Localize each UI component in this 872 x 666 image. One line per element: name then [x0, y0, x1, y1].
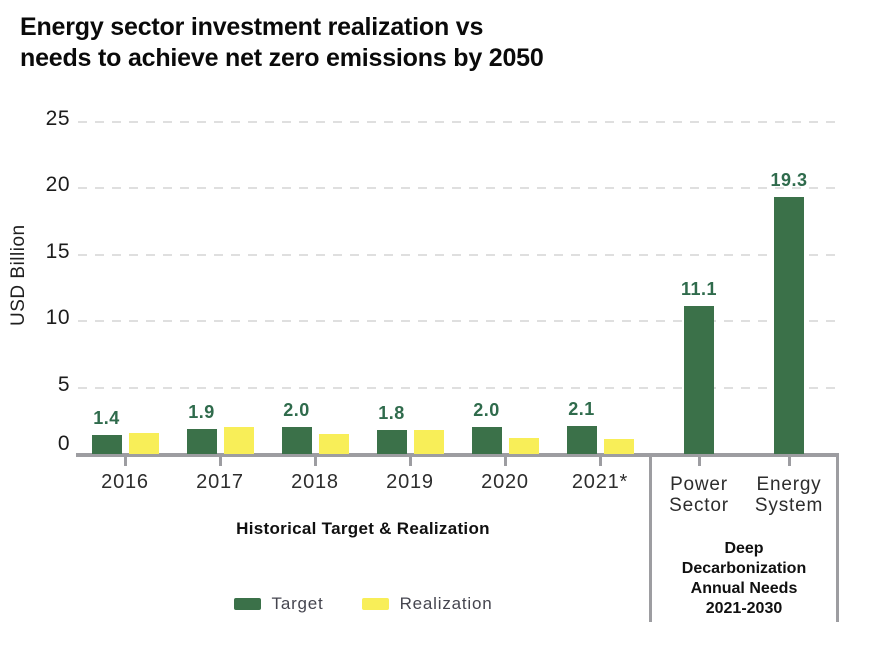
x-label-2020: 2020	[481, 471, 529, 493]
x-tick-2019	[408, 457, 412, 466]
legend-item-realization: Realization	[361, 594, 493, 614]
legend-label-realization: Realization	[399, 594, 493, 613]
deep-decarbonization-label: Deep Decarbonization Annual Needs 2021-2…	[681, 540, 807, 617]
x-tick-2016	[123, 457, 127, 466]
y-tick-label-5: 5	[57, 372, 70, 396]
value-label-2021-: 2.1	[568, 399, 595, 420]
chart-title: Energy sector investment realization vs …	[20, 12, 640, 74]
x-axis-line	[76, 453, 839, 457]
x-label-energy-system: Energy System	[754, 474, 824, 516]
y-tick-label-15: 15	[45, 239, 70, 263]
bar-realization-2020	[508, 438, 539, 454]
gridline-20	[78, 187, 838, 189]
gridline-25	[78, 120, 838, 123]
section-divider-left	[649, 453, 652, 622]
bar-realization-2021*	[603, 439, 634, 454]
legend-item-target: Target	[233, 594, 324, 614]
y-tick-label-10: 10	[45, 306, 70, 329]
bar-target-2020	[471, 427, 502, 454]
gridline-15	[78, 253, 838, 256]
bar-target-2018	[281, 427, 312, 454]
gridline-5	[78, 386, 838, 389]
value-label-2017: 1.9	[188, 401, 215, 422]
value-label-power-sector: 11.1	[680, 279, 718, 300]
value-label-2018: 2.0	[283, 400, 310, 421]
bar-target-power-sector	[684, 306, 714, 454]
historical-section-label: Historical Target & Realization	[236, 519, 490, 538]
x-label-2016: 2016	[101, 471, 149, 493]
bar-realization-2018	[318, 434, 349, 454]
y-tick-label-0: 0	[57, 432, 70, 455]
value-label-2016: 1.4	[93, 408, 120, 429]
legend-label-target: Target	[271, 594, 324, 613]
bar-realization-2017	[223, 427, 254, 454]
x-label-power-sector: Power Sector	[669, 474, 729, 516]
bar-realization-2019	[413, 430, 444, 454]
bar-target-2021-	[566, 426, 597, 454]
x-tick-2017	[218, 457, 222, 466]
bar-target-2016	[91, 435, 122, 454]
value-label-2019: 1.8	[378, 403, 405, 424]
bar-target-2017	[186, 428, 217, 454]
bar-target-energy-system	[774, 197, 804, 454]
x-tick-2020	[503, 457, 507, 466]
legend-swatch-realization	[361, 598, 389, 610]
x-tick-2018	[313, 457, 317, 466]
value-label-energy-system: 19.3	[770, 170, 808, 191]
x-tick-power-sector	[697, 457, 701, 466]
chart-title-line-2: needs to achieve net zero emissions by 2…	[20, 44, 544, 72]
section-divider-right	[836, 453, 839, 622]
y-tick-label-20: 20	[45, 173, 70, 196]
value-label-2020: 2.0	[473, 400, 500, 421]
x-tick-energy-system	[787, 457, 791, 466]
x-label-2021-: 2021*	[571, 471, 629, 493]
chart-title-line-1: Energy sector investment realization vs	[20, 13, 484, 41]
bar-target-2019	[376, 430, 407, 454]
x-label-2017: 2017	[196, 471, 244, 493]
x-label-2018: 2018	[291, 471, 339, 493]
legend-swatch-target	[233, 598, 261, 610]
x-label-2019: 2019	[386, 471, 434, 493]
gridline-10	[78, 320, 838, 322]
y-tick-label-25: 25	[45, 106, 70, 130]
x-tick-2021-	[598, 457, 602, 466]
bar-realization-2016	[128, 432, 159, 454]
legend: Target Realization	[76, 593, 650, 615]
